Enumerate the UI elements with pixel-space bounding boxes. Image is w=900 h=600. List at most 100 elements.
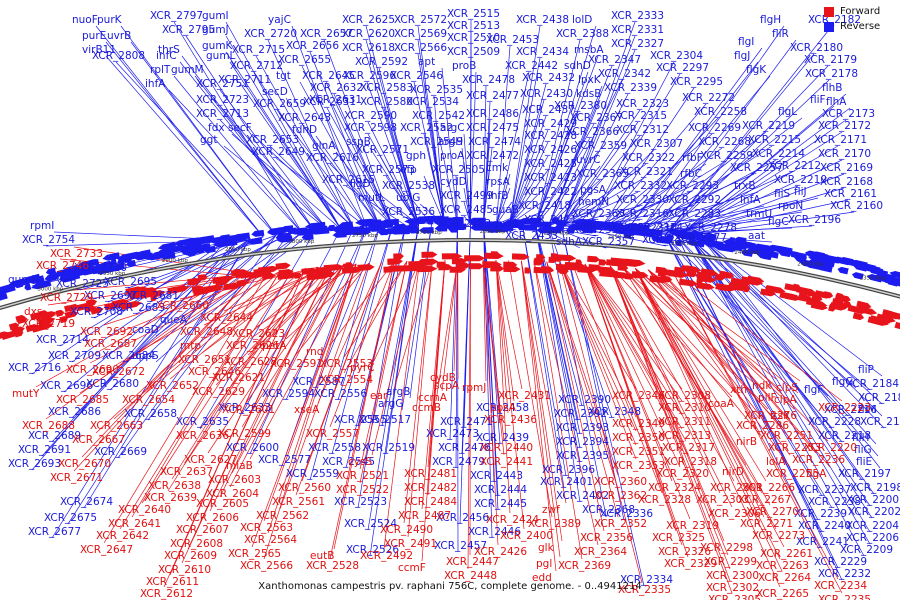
forward-leader-line [635,268,783,392]
reverse-feature-arrow [16,277,30,287]
reverse-gene-label: XCR_2297 [656,62,709,74]
reverse-leader-line [561,35,636,227]
reverse-gene-label: rpmI [30,220,54,232]
reverse-gene-label: XCR_2474 [468,136,521,148]
reverse-leader-line [638,25,785,233]
forward-gene-label: XCR_2692 [80,326,133,338]
forward-gene-label: XCR_2223 [818,402,871,414]
reverse-feature-arrow [818,258,836,268]
reverse-leader-line [345,185,406,226]
reverse-feature-arrow [734,236,747,245]
forward-gene-label: XCR_2298 [700,542,753,554]
reverse-gene-label: XCR_2228 [808,416,861,428]
forward-gene-label: clpS [776,382,798,394]
forward-leader-line [295,262,382,496]
forward-gene-label: XCR_2251 [760,430,813,442]
reverse-gene-label: ihfB [488,190,508,202]
reverse-leader-line [535,151,599,226]
reverse-gene-label: lolD [572,14,592,26]
reverse-gene-label: glnA [312,140,336,152]
reverse-feature-arrow [868,267,881,275]
forward-leader-line [329,261,395,346]
forward-gene-label: XCR_2608 [170,538,223,550]
reverse-gene-label: XCR_2426 [524,144,577,156]
reverse-gene-label: XCR_2587 [292,376,345,388]
forward-leader-line [167,268,306,492]
reverse-gene-label: XCR_2542 [412,110,465,122]
forward-gene-label: XCR_2484 [404,496,457,508]
reverse-gene-label: flgF [804,384,823,396]
forward-feature-arrow [839,294,851,303]
forward-gene-label: XCR_2719 [22,318,75,330]
forward-leader-line [647,269,793,442]
forward-gene-label: nirB [736,436,757,448]
reverse-gene-label: XCR_2479 [432,456,485,468]
reverse-gene-label: XCR_2795 [162,24,215,36]
reverse-gene-label: XCR_2357 [582,236,635,248]
forward-leader-line [559,262,637,446]
reverse-gene-label: XCR_2658 [124,408,177,420]
reverse-gene-label: XCR_2457 [434,540,487,552]
forward-feature-arrow [557,266,568,274]
reverse-gene-label: XCR_2218 [818,430,871,442]
forward-feature-arrow [469,263,485,270]
forward-gene-label: XCR_2352 [594,518,647,530]
reverse-leader-line [561,191,639,227]
reverse-gene-label: ggt [200,134,217,146]
forward-feature-arrow [490,251,500,258]
forward-gene-label: XCR_2351 [612,446,665,458]
forward-feature-arrow [621,259,643,267]
reverse-gene-label: gumM [171,64,204,76]
forward-leader-line [584,263,681,468]
reverse-leader-line [496,45,511,225]
forward-leader-line [267,263,357,534]
forward-feature-arrow [792,283,801,291]
forward-leader-line [215,265,332,386]
reverse-gene-label: XCR_2549 [410,136,463,148]
forward-feature-arrow [464,255,486,262]
forward-leader-line [89,272,268,364]
reverse-leader-line [548,79,623,226]
forward-gene-label: pyrC [350,362,375,374]
forward-leader-line [584,263,673,482]
forward-gene-label: XCR_2563 [240,522,293,534]
reverse-gene-label: XCR_2708 [70,306,123,318]
forward-leader-line [317,262,382,404]
reverse-feature-arrow [851,272,864,280]
forward-feature-arrow [743,285,750,293]
reverse-feature-arrow [483,221,492,228]
reverse-gene-label: argB [386,386,410,398]
reverse-gene-label: XCR_2229 [814,556,867,568]
forward-feature-arrow [34,313,44,321]
reverse-leader-line [253,71,354,229]
axis-tick-label: 2500 kbp [671,241,697,247]
reverse-feature-arrow [378,228,388,236]
reverse-leader-line [599,103,707,230]
reverse-leader-line [561,205,641,227]
axis-tick-label: 3000 kbp [37,286,63,292]
reverse-gene-label: argG [378,398,403,410]
reverse-gene-label: XCR_2219 [742,120,795,132]
reverse-feature-arrow [800,260,817,269]
forward-gene-label: XCR_2685 [56,394,109,406]
reverse-leader-line [561,163,647,227]
reverse-gene-label: fliF [810,94,826,106]
reverse-gene-label: rfbC [680,168,702,180]
forward-leader-line [533,261,599,546]
reverse-gene-label: XCR_2444 [474,484,527,496]
forward-leader-line [482,260,487,382]
reverse-leader-line [638,75,771,233]
forward-leader-line [546,261,605,532]
reverse-leader-line [276,109,367,228]
forward-gene-label: XCR_2670 [58,458,111,470]
reverse-gene-label: XCR_2808 [92,50,145,62]
reverse-gene-label: XCR_2710 [74,262,127,274]
forward-feature-arrow [120,301,143,311]
forward-gene-label: XCR_2628 [224,356,277,368]
forward-gene-label: XCR_2436 [484,414,537,426]
forward-leader-line [183,266,319,466]
reverse-gene-label: XCR_2423 [524,172,577,184]
reverse-gene-label: XCR_2182 [808,14,861,26]
forward-gene-label: XCR_2644 [200,312,253,324]
forward-gene-label: XCR_2349 [612,418,665,430]
